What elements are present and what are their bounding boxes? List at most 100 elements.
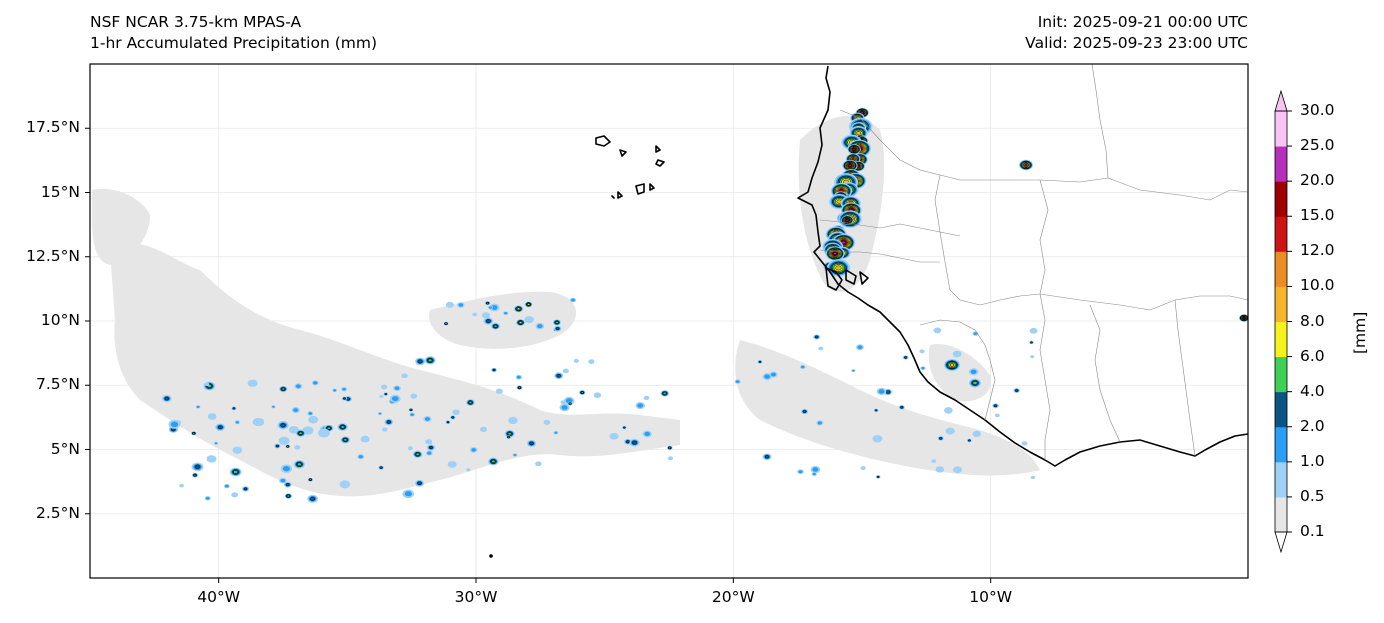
colorbar-tick-label: 12.0 (1300, 241, 1335, 260)
precip-cell (333, 389, 337, 392)
colorbar-segment (1275, 146, 1287, 182)
precip-cell (1030, 475, 1036, 480)
precip-cell (252, 417, 265, 427)
precip-cell (417, 481, 422, 486)
precip-cell (817, 421, 822, 425)
init-time: Init: 2025-09-21 00:00 UTC (1037, 13, 1248, 31)
lat-tick-label: 17.5°N (26, 118, 80, 137)
precip-cell (588, 359, 595, 364)
colorbar-units: [mm] (1351, 311, 1369, 354)
lat-tick-label: 15°N (40, 182, 80, 201)
cape-verde-islands (595, 135, 665, 199)
colorbar-segment (1275, 461, 1287, 498)
precip-cell (812, 472, 816, 476)
precip-cell (874, 409, 878, 412)
precip-cell (410, 413, 414, 416)
precip-cell (770, 372, 777, 377)
precip-cell (845, 219, 849, 222)
precip-cell (294, 445, 301, 450)
colorbar-tick-label: 10.0 (1300, 276, 1335, 295)
precip-cell (524, 316, 534, 324)
precip-cell (667, 456, 674, 461)
precip-cell (205, 496, 210, 500)
precip-cell (571, 298, 575, 302)
precip-cell (308, 412, 313, 415)
precip-cell (309, 478, 312, 481)
precip-cell (428, 445, 434, 450)
precip-cell (878, 389, 885, 394)
precip-cell (507, 436, 510, 439)
field-title: 1-hr Accumulated Precipitation (mm) (90, 34, 377, 52)
precip-cell (401, 373, 408, 379)
precip-cell (445, 301, 454, 308)
precip-cell (458, 303, 464, 307)
colorbar (1274, 89, 1292, 554)
colorbar-tick-label: 30.0 (1300, 101, 1335, 119)
precip-cell (952, 350, 962, 358)
precip-cell (285, 483, 290, 487)
precip-cell (491, 459, 496, 464)
precip-cell (904, 356, 908, 359)
precip-cell (623, 426, 626, 429)
precip-cell (851, 157, 855, 161)
precip-cell (818, 346, 824, 351)
precip-cell (495, 388, 503, 394)
precip-cell (835, 265, 842, 271)
precip-cell (973, 332, 978, 336)
precip-cell (380, 384, 388, 390)
precip-cell (556, 374, 561, 378)
precip-cell (247, 379, 258, 388)
precip-cell (643, 395, 650, 401)
precip-cell (293, 408, 299, 412)
precip-cell (764, 455, 770, 459)
valid-time: Valid: 2025-09-23 23:00 UTC (1025, 34, 1248, 52)
precip-cell (275, 444, 280, 448)
precip-cell (814, 335, 819, 339)
precip-cell (358, 455, 363, 459)
light-precip-west (110, 243, 680, 497)
precip-cell (298, 431, 303, 435)
precip-cell (310, 496, 316, 501)
precip-cell (235, 421, 239, 424)
precip-cell (243, 487, 248, 491)
precip-cell (491, 305, 498, 310)
colorbar-segment (1275, 181, 1287, 217)
precip-cell (573, 358, 579, 363)
precip-cell (231, 492, 239, 498)
colorbar-segment (1275, 356, 1287, 393)
precip-cell (1029, 327, 1038, 334)
lat-tick-label: 7.5°N (36, 375, 80, 394)
colorbar-segment (1275, 111, 1287, 147)
precip-cell (945, 427, 955, 435)
precip-cell (1030, 341, 1033, 344)
precip-cell (410, 393, 418, 399)
precip-cell (644, 431, 651, 437)
precip-cell (313, 381, 318, 385)
precip-cell (493, 324, 498, 328)
precip-cell (994, 413, 1000, 418)
precip-cell (764, 374, 771, 379)
lon-tick-label: 40°W (197, 588, 241, 606)
precip-cell (486, 302, 489, 305)
lat-tick-label: 5°N (50, 439, 80, 458)
light-precip-nw (92, 188, 150, 265)
precip-cell (885, 390, 891, 394)
colorbar-tick-label: 15.0 (1300, 206, 1335, 225)
country-borders (819, 64, 1248, 460)
precip-cell (949, 363, 955, 367)
precip-cell (802, 410, 807, 413)
precip-cell (900, 406, 904, 409)
precip-cell (340, 425, 345, 429)
precip-cell (535, 461, 542, 467)
precip-cell (326, 426, 331, 430)
precip-cell (935, 466, 945, 473)
precip-cells (162, 107, 1248, 503)
precip-cell (425, 439, 433, 445)
precip-cell (225, 484, 229, 488)
precip-cell (447, 460, 457, 468)
precip-cell (342, 387, 346, 391)
precip-cell (471, 448, 477, 452)
precip-cell (939, 437, 943, 440)
precip-cell (860, 466, 866, 471)
precip-cell (798, 470, 803, 474)
